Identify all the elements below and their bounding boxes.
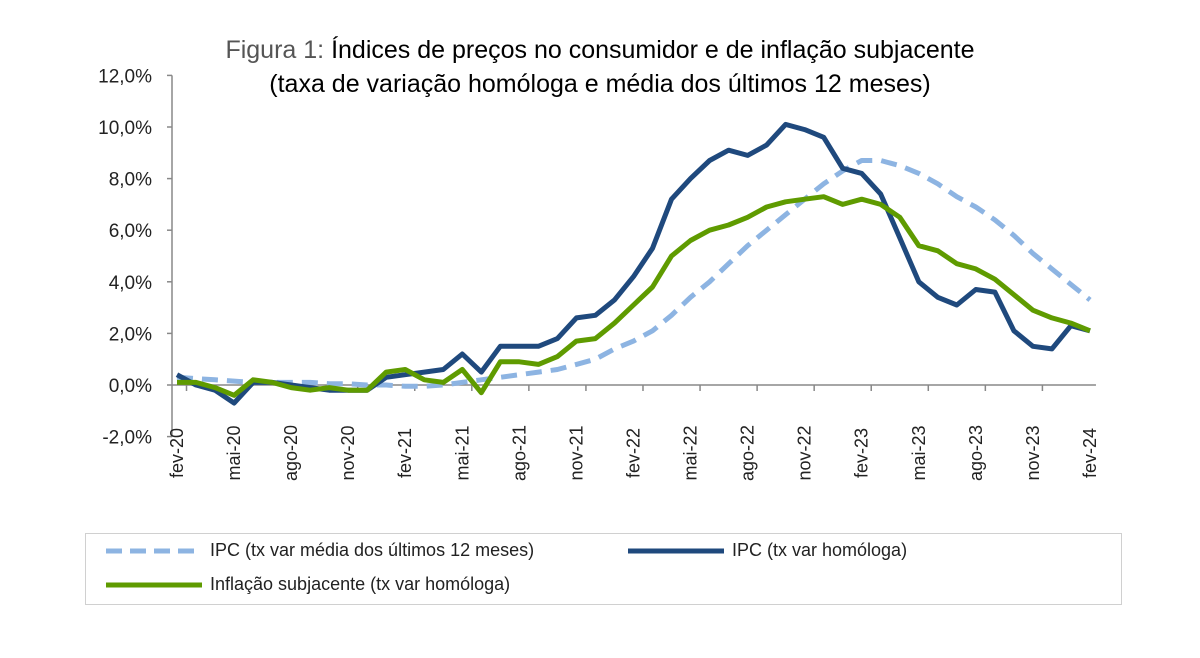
- x-tick-label: mai-20: [224, 425, 244, 480]
- legend: IPC (tx var média dos últimos 12 meses) …: [85, 533, 1122, 605]
- y-tick-label: 6,0%: [109, 221, 152, 242]
- y-tick-label: 8,0%: [109, 170, 152, 191]
- x-tick-label: mai-22: [681, 425, 701, 480]
- series-line-1: [175, 121, 1091, 406]
- x-tick-label: fev-21: [395, 428, 415, 478]
- x-tick-label: ago-20: [281, 425, 301, 481]
- title-text: Índices de preços no consumidor e de inf…: [331, 36, 975, 64]
- series-line-2: [177, 194, 1091, 398]
- y-tick-label: -2,0%: [102, 428, 152, 449]
- x-tick-label: mai-21: [452, 425, 472, 480]
- x-tick-label: fev-22: [623, 428, 643, 478]
- x-tick-label: nov-20: [338, 425, 358, 480]
- legend-item-ipc-avg: IPC (tx var média dos últimos 12 meses): [104, 540, 534, 561]
- x-tick-label: fev-23: [852, 428, 872, 478]
- y-tick-label: 12,0%: [98, 66, 152, 87]
- chart-subtitle: (taxa de variação homóloga e média dos ú…: [269, 70, 931, 98]
- legend-item-ipc-yoy: IPC (tx var homóloga): [626, 540, 907, 561]
- y-tick-label: 0,0%: [109, 376, 152, 397]
- legend-label: IPC (tx var média dos últimos 12 meses): [210, 540, 535, 560]
- x-tick-label: ago-22: [738, 425, 758, 481]
- x-tick-label: ago-21: [509, 425, 529, 481]
- y-tick-label: 4,0%: [109, 273, 152, 294]
- x-tick-label: fev-24: [1080, 428, 1100, 478]
- y-tick-label: 10,0%: [98, 118, 152, 139]
- legend-label: Inflação subjacente (tx var homóloga): [210, 574, 511, 594]
- chart-title: Figura 1: Índices de preços no consumido…: [160, 34, 1040, 66]
- y-tick-label: 2,0%: [109, 324, 152, 345]
- x-tick-label: nov-22: [795, 425, 815, 480]
- x-tick-label: nov-21: [566, 425, 586, 480]
- x-tick-label: fev-20: [167, 428, 187, 478]
- legend-item-core: Inflação subjacente (tx var homóloga): [104, 574, 510, 595]
- figure-label: Figura 1:: [225, 36, 325, 64]
- series-line-0: [176, 158, 1092, 389]
- legend-swatch-blue: [628, 548, 724, 553]
- x-tick-label: ago-23: [966, 425, 986, 481]
- x-tick-label: mai-23: [909, 425, 929, 480]
- x-tick-label: nov-23: [1023, 425, 1043, 480]
- legend-swatch-green: [106, 582, 202, 587]
- legend-label: IPC (tx var homóloga): [732, 540, 908, 560]
- legend-swatch-dashed: [106, 548, 202, 553]
